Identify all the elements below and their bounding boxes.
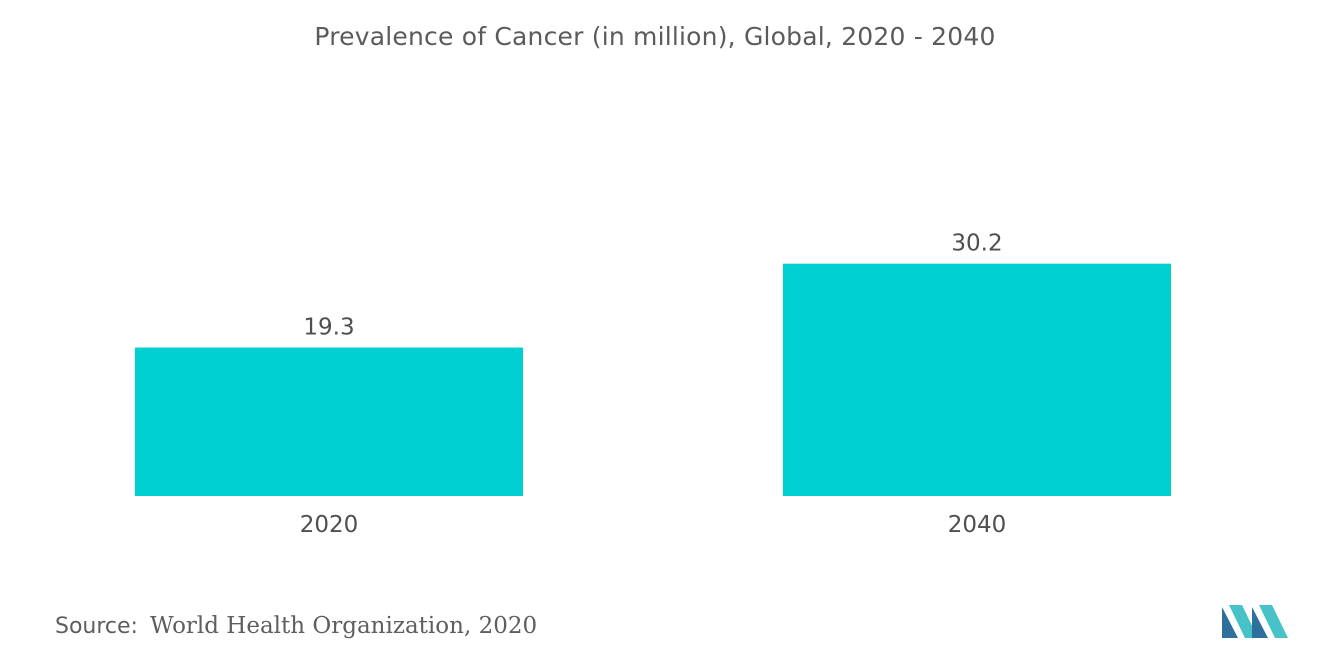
bar-2020	[135, 347, 523, 496]
logo-shape-right	[1259, 605, 1288, 638]
bar-chart: 19.3 30.2 2020 2040	[135, 231, 1171, 538]
category-label-2040: 2040	[948, 512, 1007, 538]
logo-shape-mid-dark	[1229, 605, 1258, 638]
data-label-2020: 19.3	[303, 315, 354, 341]
data-label-group: 19.3 30.2	[303, 231, 1002, 341]
bar-2040	[783, 263, 1171, 496]
category-label-group: 2020 2040	[300, 512, 1007, 538]
category-label-2020: 2020	[300, 512, 359, 538]
data-label-2040: 30.2	[951, 231, 1002, 257]
bar-group	[135, 263, 1171, 496]
logo-shape-mid-light	[1252, 607, 1268, 638]
chart-title: Prevalence of Cancer (in million), Globa…	[314, 22, 996, 51]
source-line: Source: World Health Organization, 2020	[55, 612, 537, 640]
company-logo	[1222, 605, 1288, 638]
source-text: World Health Organization, 2020	[149, 613, 538, 639]
logo-shape-left	[1222, 607, 1238, 638]
source-label: Source:	[55, 614, 138, 639]
